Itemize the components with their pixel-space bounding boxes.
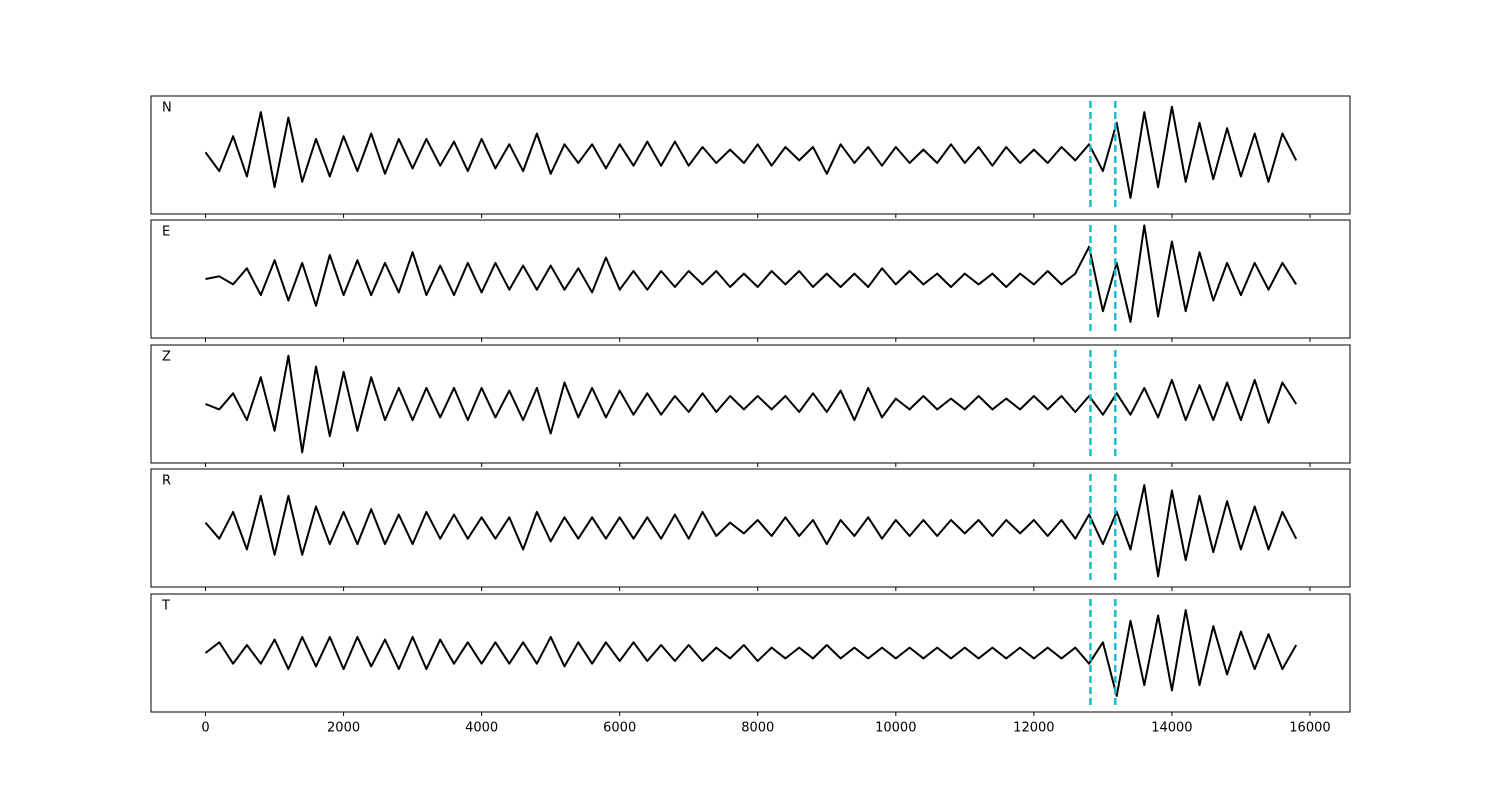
trace	[204, 484, 1298, 578]
panel-label: Z	[162, 350, 171, 365]
panel-frame	[150, 95, 1351, 215]
trace	[204, 105, 1298, 199]
x-tick-label: 16000	[1289, 721, 1330, 736]
panel-frame	[150, 219, 1351, 339]
x-tick-label: 8000	[741, 721, 774, 736]
panel-frame	[150, 468, 1351, 588]
trace	[205, 354, 1298, 454]
x-tick-label: 10000	[875, 721, 916, 736]
panel-label: E	[162, 225, 170, 240]
x-tick-label: 12000	[1013, 721, 1054, 736]
trace	[204, 609, 1298, 697]
x-tick-label: 0	[201, 721, 209, 736]
panel-label: R	[162, 474, 171, 489]
panel-frame	[150, 344, 1351, 464]
panel-frame	[150, 593, 1351, 713]
x-tick-label: 6000	[603, 721, 636, 736]
x-tick-label: 14000	[1151, 721, 1192, 736]
x-tick-label: 2000	[327, 721, 360, 736]
x-tick-label: 4000	[465, 721, 498, 736]
panel-label: N	[162, 101, 172, 116]
trace	[205, 224, 1298, 323]
panel-label: T	[161, 599, 170, 614]
